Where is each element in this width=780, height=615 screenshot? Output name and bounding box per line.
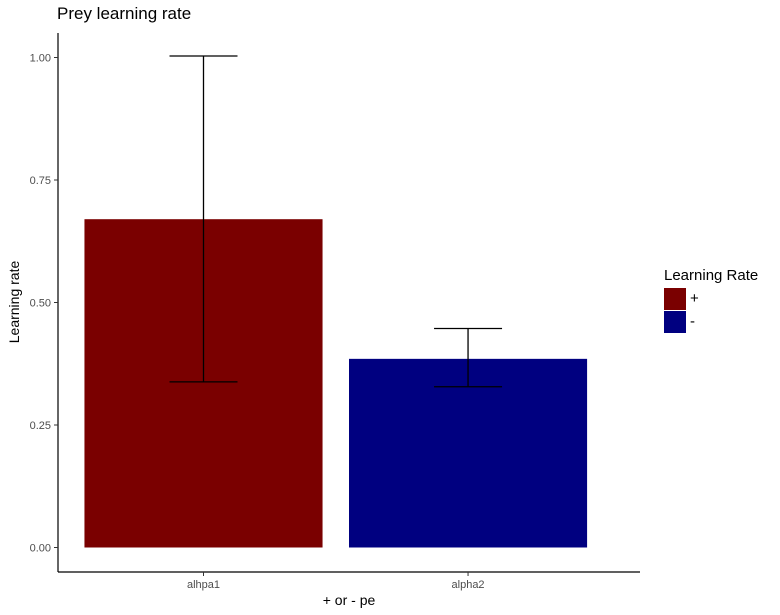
legend-item-plus: + bbox=[664, 287, 758, 310]
legend-title: Learning Rate bbox=[664, 267, 759, 284]
legend-label-minus: - bbox=[690, 313, 695, 330]
x-axis-label: + or - pe bbox=[322, 592, 376, 608]
legend: Learning Rate + - bbox=[664, 267, 758, 333]
y-tick-label: 0.50 bbox=[30, 298, 51, 310]
y-tick-label: 0.75 bbox=[30, 175, 51, 187]
y-axis-label: Learning rate bbox=[6, 260, 22, 344]
error-bar-alhpa1 bbox=[169, 55, 238, 383]
x-tick-label-alhpa1: alhpa1 bbox=[187, 579, 220, 591]
legend-swatch-minus bbox=[664, 310, 686, 333]
legend-swatch-plus bbox=[664, 287, 686, 310]
x-tick-label-alpha2: alpha2 bbox=[452, 579, 485, 591]
legend-item-minus: - bbox=[664, 310, 758, 333]
chart-title: Prey learning rate bbox=[57, 4, 192, 23]
legend-label-plus: + bbox=[690, 290, 699, 307]
bar-alpha2 bbox=[349, 358, 588, 548]
y-tick-label: 0.25 bbox=[30, 420, 51, 432]
error-bar-alpha2 bbox=[434, 327, 503, 388]
y-tick-label: 1.00 bbox=[30, 53, 51, 65]
y-tick-label: 0.00 bbox=[30, 543, 51, 555]
